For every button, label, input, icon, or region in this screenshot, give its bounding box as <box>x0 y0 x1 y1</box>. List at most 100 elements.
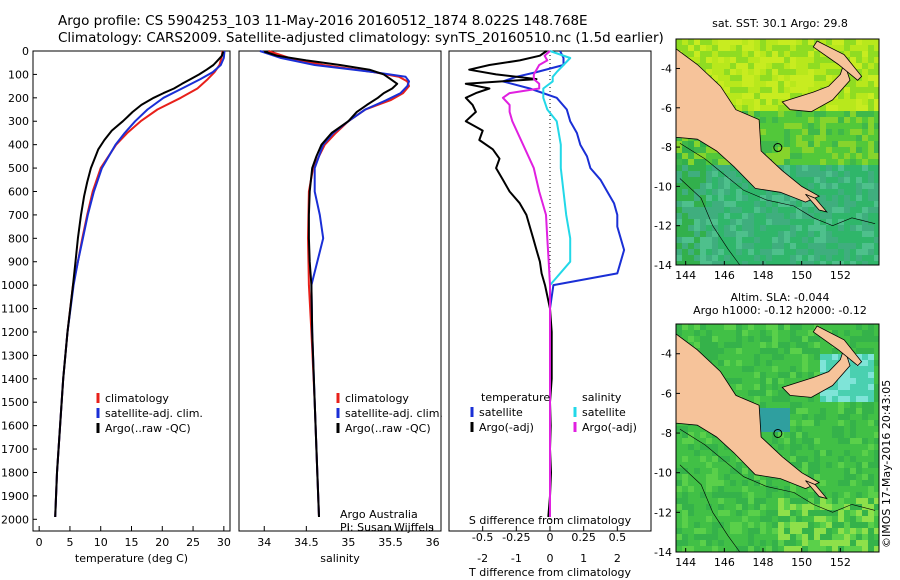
diff-xtick-label-3: 1 <box>580 552 587 565</box>
sla-map-frame <box>675 323 880 553</box>
temp-ytick-label-17: 1700 <box>1 443 29 456</box>
sal-series-argo <box>263 50 399 518</box>
temp-xtick-label-4: 20 <box>155 536 169 549</box>
temp-ytick-label-4: 400 <box>8 139 29 152</box>
sla-map-title: Altim. SLA: -0.044 <box>730 291 830 304</box>
diff-s-tick-label-3: 0.25 <box>571 531 596 544</box>
diff-series-t-satellite <box>501 50 626 517</box>
sst-contour-2 <box>679 178 741 266</box>
temp-panel-frame <box>32 50 231 532</box>
sla-ytick-label-1: -6 <box>661 387 672 400</box>
temp-xtick-label-2: 10 <box>94 536 108 549</box>
sst-xtick-label-0: 144 <box>675 269 696 282</box>
sla-xtick-label-3: 150 <box>791 556 812 569</box>
temp-legend-2: Argo(..raw -QC) <box>105 422 191 435</box>
temp-xtick-label-1: 5 <box>66 536 73 549</box>
temp-xtick-label-6: 30 <box>217 536 231 549</box>
sst-contour <box>679 142 876 227</box>
sla-land-0 <box>675 333 820 490</box>
imos-timestamp: ©IMOS 17-May-2016 20:43:05 <box>880 379 893 548</box>
sst-map-frame <box>675 38 880 266</box>
sal-xtick-label-2: 35 <box>341 536 355 549</box>
temp-ytick-label-16: 1600 <box>1 420 29 433</box>
sla-map <box>675 324 879 553</box>
sst-argo-marker <box>773 143 783 153</box>
diff-legend-0: satellite <box>479 406 523 419</box>
temp-ytick-label-1: 100 <box>8 68 29 81</box>
sal-legend-1: satellite-adj. clim. <box>345 407 443 420</box>
temp-legend-1: satellite-adj. clim. <box>105 407 203 420</box>
sst-ytick-label-3: -10 <box>654 180 672 193</box>
temp-ytick-label-13: 1300 <box>1 349 29 362</box>
sst-land-3 <box>805 193 828 213</box>
sla-xtick-label-0: 144 <box>675 556 696 569</box>
temp-ytick-label-20: 2000 <box>1 513 29 526</box>
temp-ytick-label-9: 900 <box>8 256 29 269</box>
temp-ytick-label-12: 1200 <box>1 326 29 339</box>
sal-xtick-label-3: 35.5 <box>378 536 403 549</box>
sla-xtick-label-4: 152 <box>830 556 851 569</box>
header-line-1: Argo profile: CS 5904253_103 11-May-2016… <box>58 13 588 29</box>
sal-legend-0: climatology <box>345 392 409 405</box>
temp-ytick-label-11: 1100 <box>1 303 29 316</box>
diff-t-xlabel: T difference from climatology <box>468 566 631 579</box>
sst-ytick-label-1: -6 <box>661 102 672 115</box>
sst-xtick-label-4: 152 <box>830 269 851 282</box>
diff-s-tick-label-0: -0.5 <box>472 531 493 544</box>
diff-s-tick-label-4: 0.5 <box>609 531 627 544</box>
temp-xtick-label-0: 0 <box>36 536 43 549</box>
sst-ytick-label-4: -12 <box>654 220 672 233</box>
temp-series-climatology <box>54 50 224 518</box>
temp-xtick-label-5: 25 <box>186 536 200 549</box>
sla-ytick-label-2: -8 <box>661 427 672 440</box>
sla-contour-2 <box>679 464 741 553</box>
sla-map-subtitle: Argo h1000: -0.12 h2000: -0.12 <box>693 304 867 317</box>
sla-contour <box>679 428 876 513</box>
sla-ytick-label-0: -4 <box>661 348 672 361</box>
sla-land-2 <box>812 325 863 367</box>
temp-ytick-label-2: 200 <box>8 92 29 105</box>
sst-map <box>675 39 879 266</box>
diff-xtick-label-0: -2 <box>477 552 488 565</box>
diff-xtick-label-1: -1 <box>511 552 522 565</box>
sla-argo-marker <box>773 428 783 438</box>
diff-legend-header-temperature: temperature <box>481 391 550 404</box>
sst-ytick-label-2: -8 <box>661 141 672 154</box>
temp-ytick-label-5: 500 <box>8 162 29 175</box>
sst-map-title: sat. SST: 30.1 Argo: 29.8 <box>712 17 848 30</box>
sal-xtick-label-0: 34 <box>257 536 271 549</box>
diff-legend-2: satellite <box>582 406 626 419</box>
sal-annotation-1: PI: Susan Wijffels <box>340 521 434 534</box>
diff-xtick-label-2: 0 <box>547 552 554 565</box>
sal-series-satellite <box>259 50 410 518</box>
temp-ytick-label-19: 1900 <box>1 490 29 503</box>
diff-legend-3: Argo(-adj) <box>582 421 637 434</box>
temp-ytick-label-15: 1500 <box>1 396 29 409</box>
diff-s-tick-label-1: -0.25 <box>502 531 530 544</box>
sst-xtick-label-2: 148 <box>753 269 774 282</box>
sst-land-2 <box>812 40 863 81</box>
sal-legend-2: Argo(..raw -QC) <box>345 422 431 435</box>
temp-xlabel: temperature (deg C) <box>75 552 188 565</box>
diff-s-tick-label-2: 0 <box>547 531 554 544</box>
diff-s-xlabel: S difference from climatology <box>469 514 632 527</box>
diff-series-s-argo <box>501 50 551 517</box>
sal-xlabel: salinity <box>320 552 360 565</box>
sst-ytick-label-0: -4 <box>661 62 672 75</box>
temp-ytick-label-18: 1800 <box>1 466 29 479</box>
sla-xtick-label-2: 148 <box>753 556 774 569</box>
sal-series-climatology <box>268 50 410 518</box>
sla-xtick-label-1: 146 <box>714 556 735 569</box>
sal-annotation-0: Argo Australia <box>340 508 418 521</box>
diff-legend-1: Argo(-adj) <box>479 421 534 434</box>
sla-ytick-label-4: -12 <box>654 506 672 519</box>
sal-xtick-label-1: 34.5 <box>294 536 319 549</box>
sal-panel-frame <box>238 50 442 532</box>
diff-xtick-label-4: 2 <box>614 552 621 565</box>
sst-xtick-label-1: 146 <box>714 269 735 282</box>
diff-series-t-argo <box>464 50 553 518</box>
sla-land-3 <box>805 480 828 500</box>
temp-xtick-label-3: 15 <box>125 536 139 549</box>
sst-land-0 <box>675 48 820 203</box>
